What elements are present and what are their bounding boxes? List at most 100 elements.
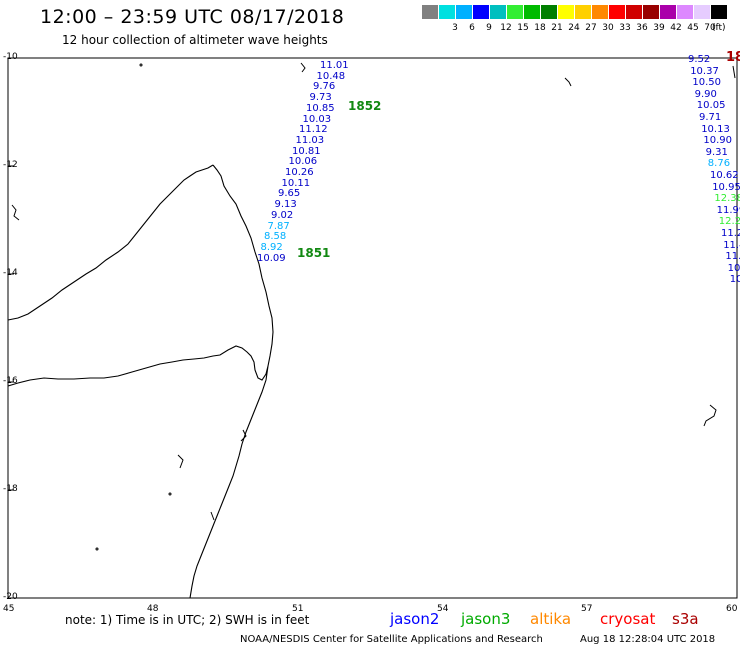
map-frame: [7, 57, 738, 599]
legend-label: 24: [568, 23, 580, 33]
wave-height-value: 10.05: [696, 100, 726, 112]
wave-height-value: 10.09: [257, 252, 286, 264]
lat-label: -16: [3, 376, 18, 386]
legend-swatch: [677, 5, 693, 19]
map-subtitle: 12 hour collection of altimeter wave hei…: [62, 33, 328, 47]
legend-swatch: [643, 5, 659, 19]
wave-height-value: 11.01: [320, 60, 349, 71]
lon-label: 54: [437, 604, 449, 614]
wave-height-value: 10.11: [281, 177, 311, 189]
legend-label: 27: [585, 23, 597, 33]
wave-height-value: 11.2: [721, 228, 740, 239]
wave-height-value: 12.2: [718, 216, 740, 228]
generation-timestamp: Aug 18 12:28:04 UTC 2018: [580, 634, 716, 645]
wave-height-value: 12.38: [714, 193, 740, 205]
wave-height-value: 10.50: [692, 77, 722, 89]
wave-height-value: 10.06: [288, 156, 318, 168]
lat-ticks: [8, 57, 14, 491]
lon-label: 48: [147, 604, 159, 614]
wave-height-value: 10.95: [712, 181, 740, 193]
wave-height-value: 11.12: [299, 124, 328, 136]
wave-height-value: 8.58: [264, 231, 287, 243]
lat-label: -20: [3, 592, 18, 602]
legend-swatch: [524, 5, 540, 19]
islands: [11, 62, 736, 551]
legend-label: 42: [670, 23, 682, 33]
satellite-jason3: jason3: [461, 610, 511, 628]
legend-swatch: [592, 5, 608, 19]
wave-height-value: 10.81: [292, 145, 321, 157]
legend-label: 9: [486, 23, 492, 33]
wave-height-value: 9.52: [688, 54, 711, 65]
wave-height-value: 10.48: [316, 70, 346, 82]
legend-swatch: [473, 5, 489, 19]
legend-swatch: [490, 5, 506, 19]
wave-height-value: 11.03: [295, 134, 325, 146]
legend-swatch: [609, 5, 625, 19]
legend-swatch: [422, 5, 438, 19]
wave-height-value: 10: [729, 274, 740, 286]
lon-label: 45: [3, 604, 15, 614]
wave-height-value: 10.90: [703, 135, 733, 147]
legend-label: 3: [452, 23, 458, 33]
wave-height-value: 9.73: [309, 92, 332, 104]
legend-label: 18: [534, 23, 546, 33]
legend-swatch: [439, 5, 455, 19]
legend-label: 6: [469, 23, 475, 33]
satellite-jason2: jason2: [390, 610, 440, 628]
legend-label: 39: [653, 23, 665, 33]
wave-height-value: 9.02: [271, 209, 294, 221]
wave-height-value: 9.65: [278, 188, 301, 200]
wave-height-value: 8.92: [260, 241, 283, 253]
satellite-altika: altika: [530, 610, 572, 628]
wave-height-value: 7.87: [267, 220, 290, 232]
legend-label: 33: [619, 23, 631, 33]
wave-height-value: 10.37: [690, 65, 719, 77]
satellite-s3a: s3a: [672, 610, 699, 628]
lat-label: -12: [3, 160, 18, 170]
wave-height-value: 11.99: [716, 204, 740, 216]
track-edge-label: 18: [726, 50, 740, 65]
legend-swatch: [558, 5, 574, 19]
pass-number-label: 1851: [297, 246, 331, 260]
legend-label: 30: [602, 23, 614, 33]
lon-label: 60: [726, 604, 738, 614]
legend-swatch: [626, 5, 642, 19]
wave-height-value: 9.13: [274, 199, 297, 211]
legend-label: 15: [517, 23, 529, 33]
wave-height-value: 9.31: [705, 146, 728, 158]
wave-height-value: 10.26: [285, 167, 314, 178]
wave-height-value: 10.85: [306, 102, 335, 114]
wave-height-value: 9.76: [313, 81, 336, 93]
lon-label: 51: [292, 604, 304, 614]
wave-height-value: 10: [727, 262, 740, 274]
wave-height-value: 10.03: [302, 113, 332, 125]
wave-height-value: 11.: [725, 251, 740, 263]
wave-height-value: 9.90: [694, 88, 717, 100]
legend-swatch: [541, 5, 557, 19]
lat-label: -18: [3, 484, 18, 494]
pass-number-label: 1852: [348, 99, 382, 113]
wave-height-value: 9.71: [699, 112, 722, 123]
legend-swatch: [660, 5, 676, 19]
wave-height-value: 11.4: [723, 239, 740, 251]
credit-line: NOAA/NESDIS Center for Satellite Applica…: [240, 634, 543, 645]
lat-label: -14: [3, 268, 18, 278]
madagascar-coastline: [7, 164, 274, 599]
wave-height-value: 8.76: [707, 158, 731, 170]
footer-note: note: 1) Time is in UTC; 2) SWH is in fe…: [65, 613, 310, 627]
legend-swatch: [711, 5, 727, 19]
legend-swatch: [575, 5, 591, 19]
map-title: 12:00 – 23:59 UTC 08/17/2018: [40, 6, 345, 28]
legend-label: 45: [687, 23, 699, 33]
legend-label: 36: [636, 23, 648, 33]
legend-swatch: [456, 5, 472, 19]
wave-height-value: 10.13: [701, 123, 730, 135]
legend-label: 12: [500, 23, 512, 33]
legend-label: 70: [704, 23, 716, 33]
lon-label: 57: [581, 604, 593, 614]
lat-label: -10: [3, 52, 18, 62]
legend-label: 21: [551, 23, 563, 33]
legend-swatch: [507, 5, 523, 19]
